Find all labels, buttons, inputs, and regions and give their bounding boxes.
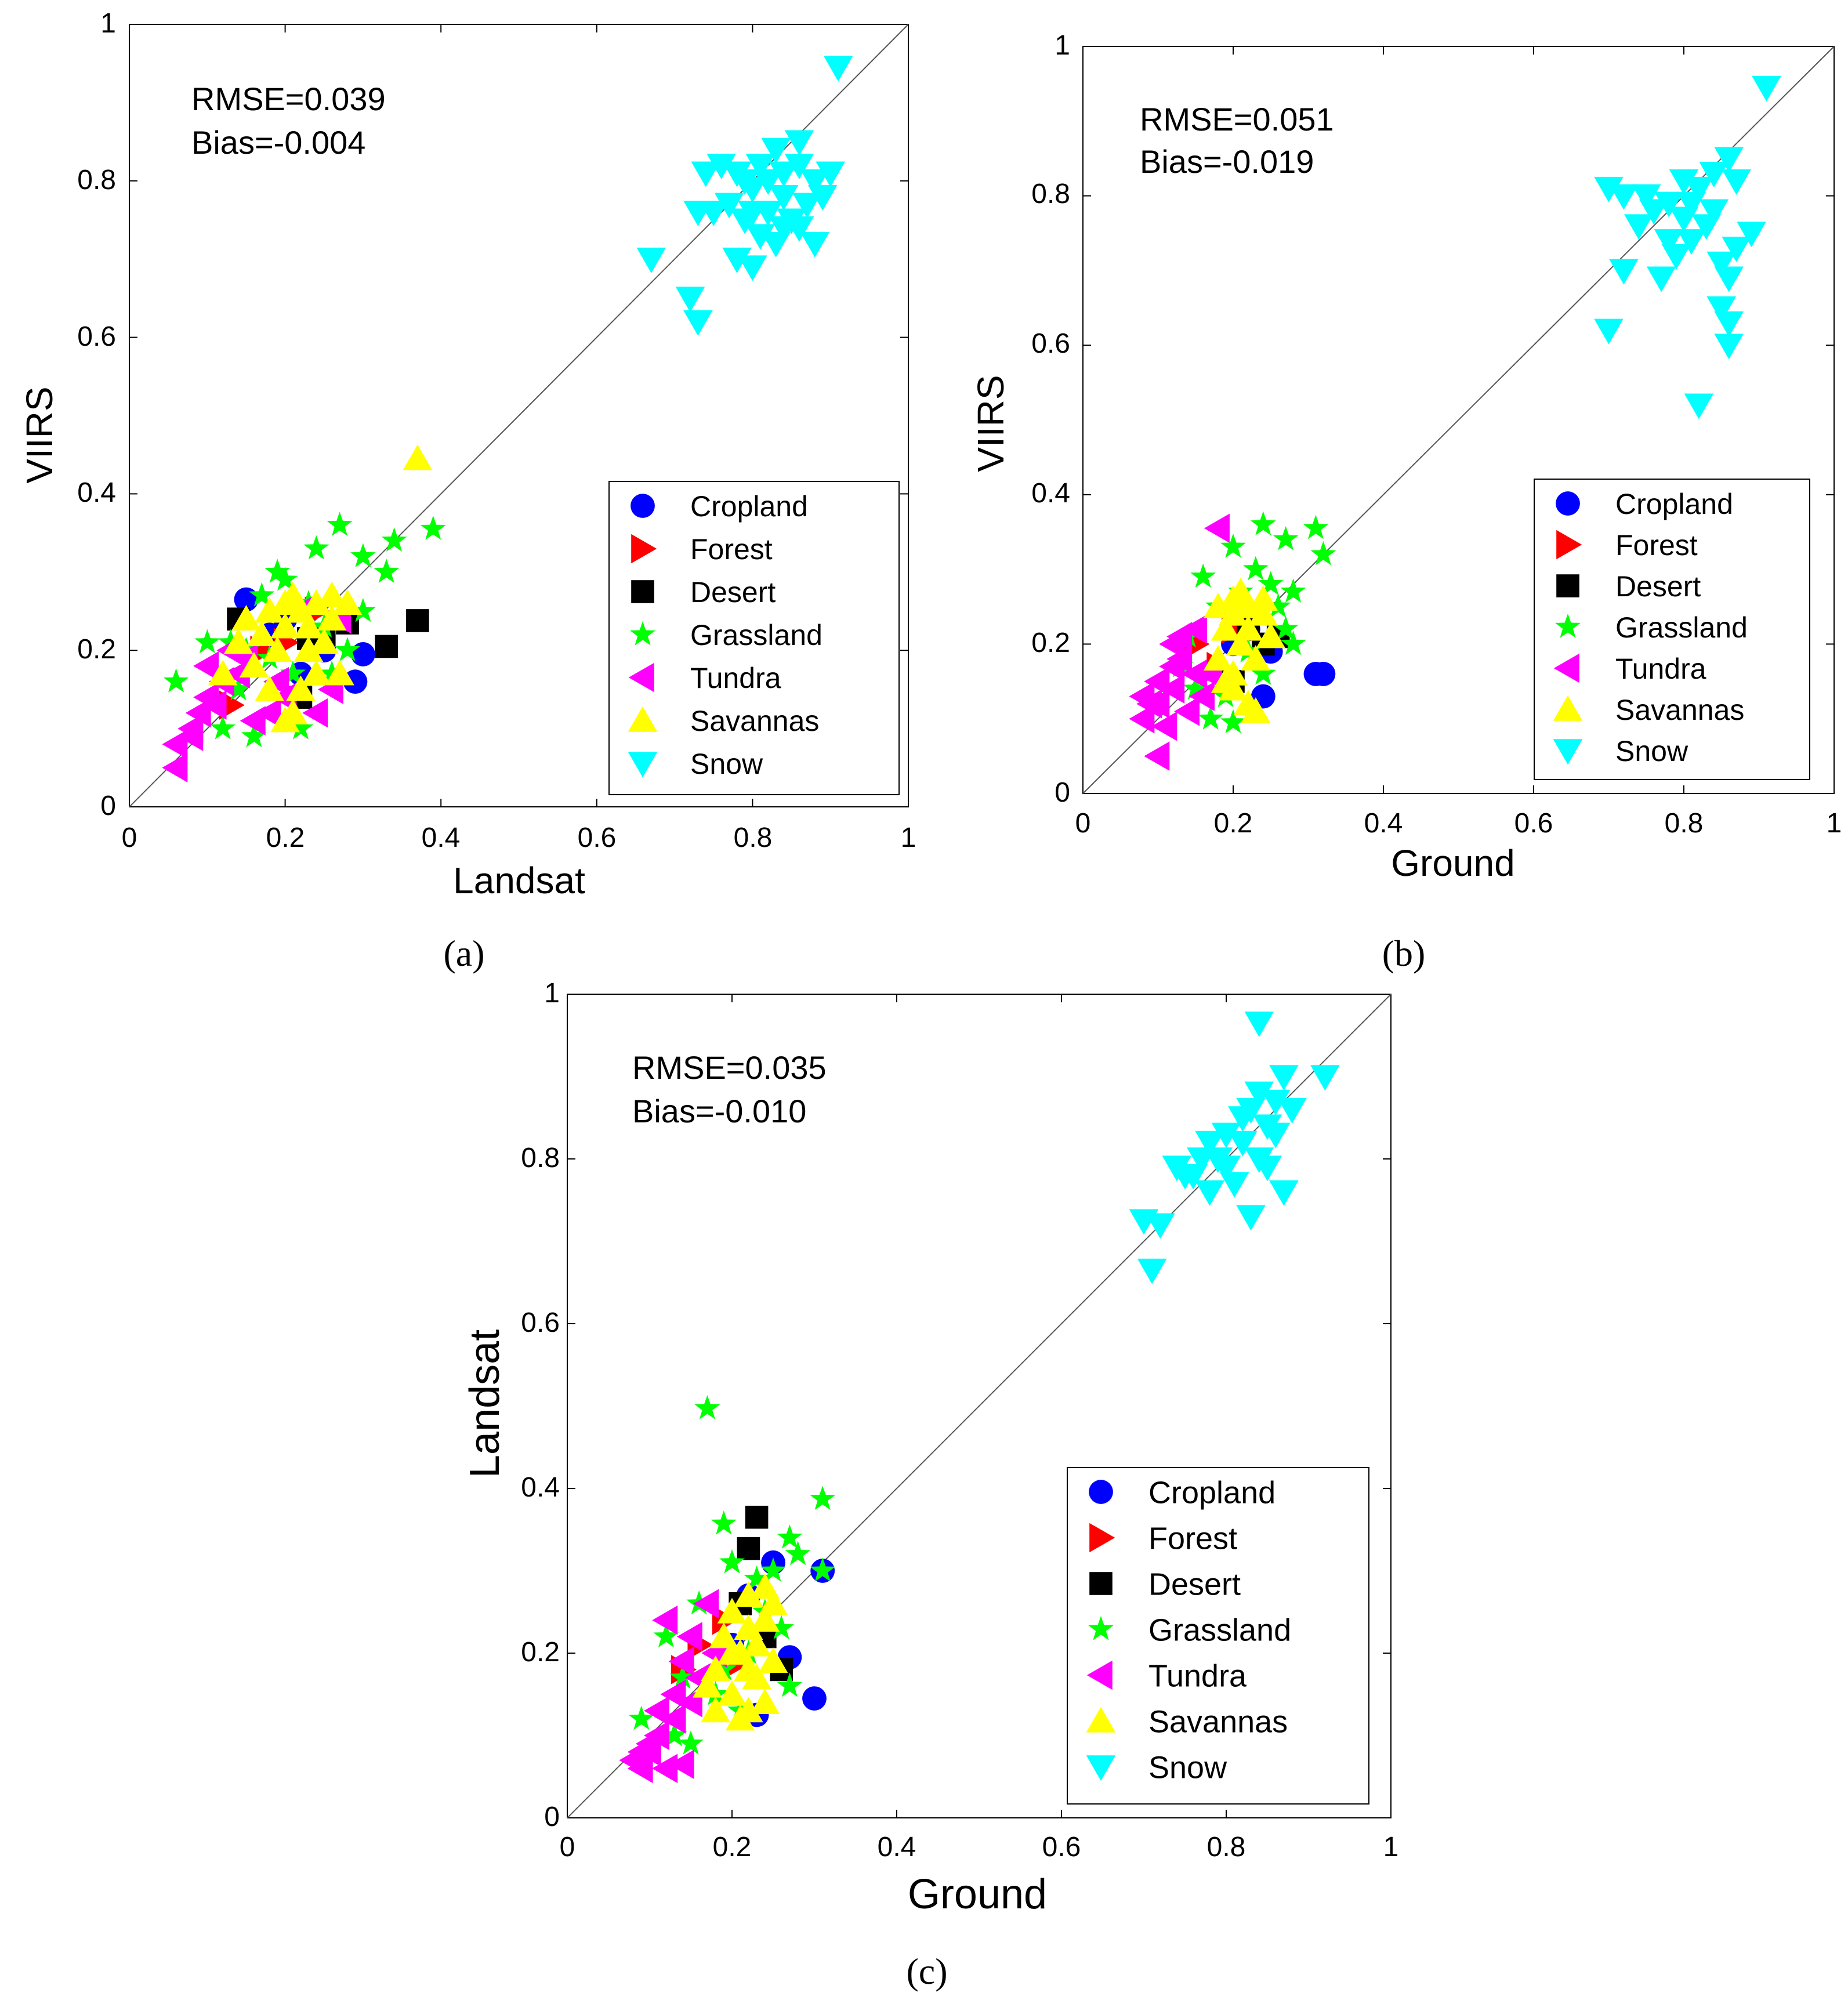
panel-a: Cropland Forest Desert Grassland Tundra Savan… — [19, 8, 916, 974]
legend-label-a-grassland: Grassland — [690, 619, 822, 651]
stats-bias-c: Bias=-0.010 — [632, 1093, 806, 1129]
x-tick-label-c-1: 0.2 — [713, 1832, 752, 1863]
x-tick-label-c-0: 0 — [560, 1832, 575, 1863]
y-tick-label-b-5: 1 — [1055, 30, 1070, 61]
legend-label-c-snow: Snow — [1148, 1750, 1227, 1785]
y-tick-label-c-1: 0.2 — [521, 1637, 560, 1668]
stats-rmse-a: RMSE=0.039 — [191, 81, 386, 117]
y-tick-label-c-3: 0.6 — [521, 1307, 560, 1338]
y-tick-label-a-1: 0.2 — [77, 634, 116, 665]
legend-label-b-desert: Desert — [1615, 570, 1701, 603]
x-tick-label-c-5: 1 — [1383, 1832, 1399, 1863]
x-axis-label-c: Ground — [908, 1871, 1047, 1918]
legend-marker-c-cropland — [1089, 1480, 1113, 1504]
point-a-cropland-1 — [351, 642, 375, 666]
x-tick-label-a-4: 0.8 — [734, 823, 773, 853]
x-tick-label-a-0: 0 — [122, 823, 137, 853]
figure: Cropland Forest Desert Grassland Tundra Savan… — [0, 0, 1848, 2000]
legend-marker-a-cropland — [631, 494, 655, 518]
stats-bias-b: Bias=-0.019 — [1140, 143, 1314, 180]
panel-caption-a: (a) — [443, 933, 484, 974]
x-tick-label-c-2: 0.4 — [878, 1832, 916, 1863]
x-tick-label-b-1: 0.2 — [1214, 808, 1253, 839]
y-tick-label-a-5: 1 — [100, 8, 116, 39]
legend-marker-b-cropland — [1556, 491, 1580, 516]
panel-c: Cropland Forest Desert Grassland Tundra Savan… — [462, 978, 1398, 1992]
legend-label-c-cropland: Cropland — [1148, 1475, 1276, 1510]
x-axis-label-a: Landsat — [453, 860, 585, 901]
y-tick-label-b-0: 0 — [1055, 777, 1070, 808]
x-tick-label-a-1: 0.2 — [266, 823, 305, 853]
legend-label-b-snow: Snow — [1615, 735, 1688, 767]
point-a-desert-0 — [406, 609, 429, 632]
point-c-desert-0 — [745, 1506, 769, 1529]
x-axis-label-b: Ground — [1391, 842, 1514, 884]
y-tick-label-b-3: 0.6 — [1031, 328, 1070, 359]
x-tick-label-c-4: 0.8 — [1207, 1832, 1246, 1863]
y-tick-label-b-2: 0.4 — [1031, 478, 1070, 509]
legend-label-c-desert: Desert — [1148, 1567, 1241, 1602]
legend-label-b-tundra: Tundra — [1615, 653, 1706, 685]
y-tick-label-b-1: 0.2 — [1031, 628, 1070, 658]
panel-caption-b: (b) — [1382, 933, 1426, 974]
legend-marker-a-desert — [631, 580, 654, 603]
panel-caption-c: (c) — [906, 1951, 947, 1992]
legend-label-a-forest: Forest — [690, 533, 773, 566]
legend-label-b-grassland: Grassland — [1615, 611, 1748, 644]
x-tick-label-b-4: 0.8 — [1665, 808, 1704, 839]
legend-marker-c-desert — [1089, 1572, 1113, 1595]
legend-label-a-savannas: Savannas — [690, 705, 819, 737]
stats-rmse-b: RMSE=0.051 — [1140, 101, 1334, 137]
legend-label-a-snow: Snow — [690, 748, 763, 780]
point-b-cropland-1 — [1311, 662, 1336, 686]
y-axis-label-c: Landsat — [462, 1329, 508, 1478]
x-tick-label-a-5: 1 — [901, 823, 916, 853]
legend-label-c-forest: Forest — [1148, 1521, 1237, 1556]
y-tick-label-c-5: 1 — [544, 978, 560, 1009]
x-tick-label-b-2: 0.4 — [1364, 808, 1403, 839]
y-tick-label-c-2: 0.4 — [521, 1472, 560, 1503]
legend-label-b-forest: Forest — [1615, 529, 1698, 561]
panel-b: Cropland Forest Desert Grassland Tundra Savan… — [970, 30, 1842, 974]
point-c-cropland-1 — [802, 1686, 827, 1711]
x-tick-label-b-5: 1 — [1827, 808, 1842, 839]
legend-label-b-savannas: Savannas — [1615, 694, 1744, 726]
legend-label-b-cropland: Cropland — [1615, 488, 1733, 520]
x-tick-label-b-0: 0 — [1075, 808, 1091, 839]
x-tick-label-c-3: 0.6 — [1042, 1832, 1081, 1863]
x-tick-label-a-3: 0.6 — [578, 823, 617, 853]
stats-bias-a: Bias=-0.004 — [191, 124, 365, 161]
x-tick-label-a-2: 0.4 — [422, 823, 461, 853]
y-tick-label-a-3: 0.6 — [77, 321, 116, 352]
y-tick-label-c-4: 0.8 — [521, 1143, 560, 1173]
legend-label-a-tundra: Tundra — [690, 662, 781, 694]
y-axis-label-a: VIIRS — [19, 386, 60, 483]
x-tick-label-b-3: 0.6 — [1514, 808, 1553, 839]
y-tick-label-c-0: 0 — [544, 1802, 560, 1832]
point-a-desert-1 — [375, 635, 398, 658]
y-tick-label-a-0: 0 — [100, 791, 116, 821]
legend-label-a-desert: Desert — [690, 576, 776, 608]
stats-rmse-c: RMSE=0.035 — [632, 1049, 827, 1086]
y-tick-label-b-4: 0.8 — [1031, 179, 1070, 209]
y-tick-label-a-2: 0.4 — [77, 477, 116, 508]
y-tick-label-a-4: 0.8 — [77, 165, 116, 195]
y-axis-label-b: VIIRS — [970, 375, 1012, 472]
legend-label-c-savannas: Savannas — [1148, 1704, 1288, 1739]
point-c-desert-1 — [737, 1537, 760, 1560]
legend-label-c-grassland: Grassland — [1148, 1613, 1291, 1647]
legend-label-a-cropland: Cropland — [690, 490, 808, 523]
legend-marker-b-desert — [1556, 574, 1579, 597]
legend-label-c-tundra: Tundra — [1148, 1658, 1247, 1693]
